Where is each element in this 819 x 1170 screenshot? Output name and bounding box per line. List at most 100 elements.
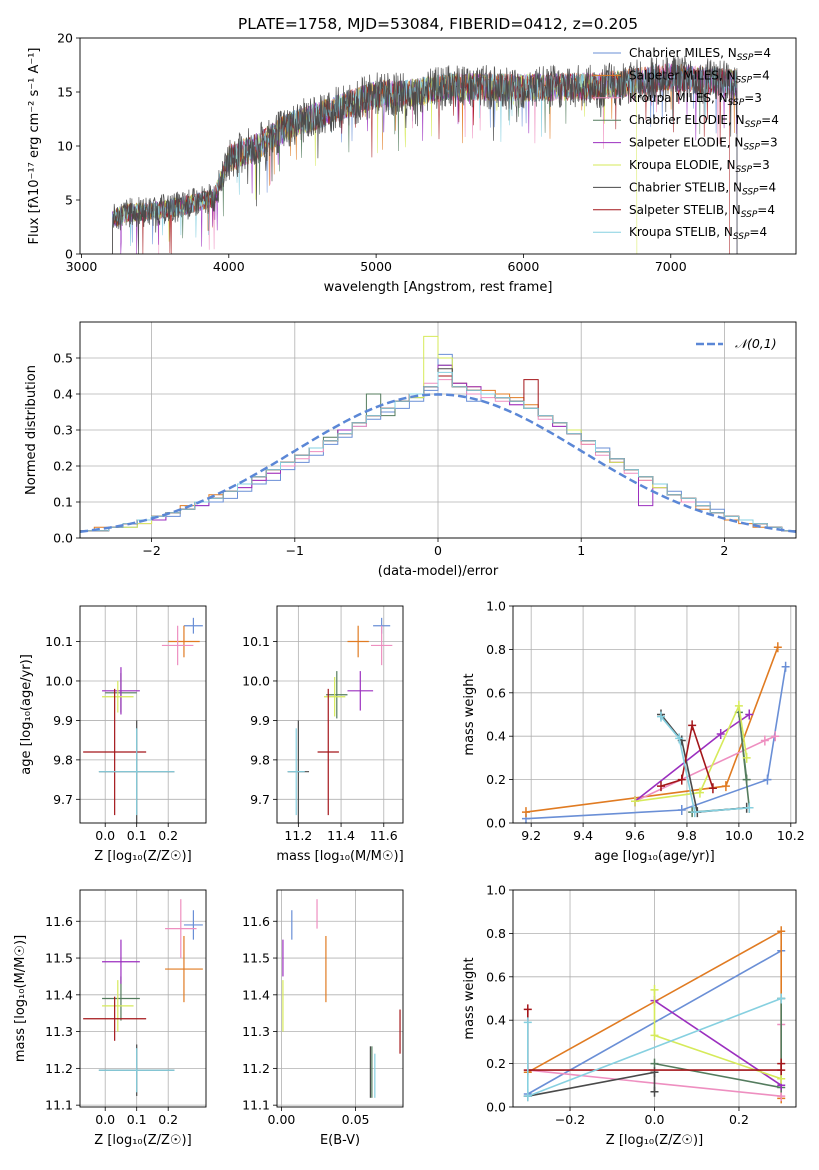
x-tick-label: 0.0 [95,1112,115,1127]
x-tick-label: 0.2 [158,1112,178,1127]
y-tick-label: 0 [65,247,73,262]
y-tick-label: 15 [57,85,73,100]
figure-title: PLATE=1758, MJD=53084, FIBERID=0412, z=0… [238,15,638,33]
weight-point-marker [650,984,659,995]
x-tick-label: 0.05 [342,1112,370,1127]
legend-label: 𝒩(0,1) [735,336,777,351]
x-tick-label: 0.00 [268,1112,296,1127]
weight-point-marker [777,993,786,1004]
y-tick-label: 10 [57,139,73,154]
x-tick-label: 9.4 [573,828,593,843]
legend-label: Kroupa ELODIE, NSSP=3 [629,158,770,175]
x-axis-label: Z [log₁₀(Z/Z☉)] [94,849,191,864]
weight-series-line [660,722,714,789]
y-tick-label: 0.3 [53,423,73,438]
axes-frame [276,889,404,1108]
weight-vs-Z-chart: −0.2 0.0 0.2 0.0 0.2 0.4 0.6 0.8 1.0 Z [log₁₀(Z/Z… [462,883,797,1148]
y-tick-label: 1.0 [486,599,506,614]
age-vs-Z-chart: 0.0 0.1 0.2 9.7 9.8 9.9 10.0 10.1 Z [log₁₀(Z/Z☉)… [19,605,207,864]
y-tick-label: 0.8 [486,642,506,657]
x-tick-label: 0 [434,543,442,558]
weight-point-marker [771,731,780,742]
weight-point-marker [760,735,769,746]
y-axis-label: Flux [fλ10⁻¹⁷ erg cm⁻² s⁻¹ A⁻¹] [27,48,42,245]
x-tick-label: −1 [286,543,304,558]
legend-label: Chabrier ELODIE, NSSP=4 [629,113,779,130]
x-tick-label: 9.6 [625,828,645,843]
legend-label: Salpeter MILES, NSSP=4 [629,68,770,85]
x-tick-label: 0.0 [95,828,115,843]
weight-point-marker [631,796,640,807]
x-tick-label: 3000 [66,259,98,274]
weight-point-marker [742,752,751,763]
y-tick-label: 0.4 [53,387,73,402]
x-axis-label: wavelength [Angstrom, rest frame] [324,280,553,295]
x-axis-label: Z [log₁₀(Z/Z☉)] [606,1133,703,1148]
weight-series-line [653,989,782,1080]
axes-frame [512,605,797,824]
y-tick-label: 11.5 [242,951,270,966]
spectrum-series-line [112,55,738,254]
y-tick-label: 9.9 [53,713,73,728]
x-tick-label: 9.2 [521,828,541,843]
x-tick-label: 0.1 [127,828,147,843]
y-tick-label: 0.6 [486,685,506,700]
weight-vs-age-chart: 9.2 9.4 9.6 9.8 10.0 10.2 0.0 0.2 0.4 0.6 0.8 1.0 ag… [462,599,805,865]
x-tick-label: 11.2 [284,828,312,843]
y-axis-label: mass weight [462,673,477,755]
y-tick-label: 9.7 [53,792,73,807]
weight-point-marker [721,781,730,792]
y-tick-label: 11.4 [45,987,73,1002]
weight-point-marker [656,711,665,722]
x-tick-label: 10.0 [725,828,753,843]
y-tick-label: 0.6 [486,969,506,984]
weight-series-line [634,702,748,803]
weight-point-marker [777,1058,786,1069]
y-tick-label: 0.2 [486,1056,506,1071]
axes-frame [512,889,797,1108]
x-axis-label: mass [log₁₀(M/M☉)] [276,849,403,864]
y-tick-label: 0.5 [53,351,73,366]
y-tick-label: 0.4 [486,1013,506,1028]
histogram-series [79,353,796,538]
y-tick-label: 11.6 [242,914,270,929]
x-tick-label: 6000 [508,259,540,274]
weight-point-marker [745,802,754,813]
y-tick-label: 11.2 [242,1061,270,1076]
y-tick-label: 9.8 [53,752,73,767]
weight-series-line [525,666,787,820]
y-tick-label: 11.2 [45,1061,73,1076]
y-tick-label: 9.7 [250,792,270,807]
y-tick-label: 11.1 [45,1098,73,1113]
x-tick-label: 11.4 [327,828,355,843]
axes-frame [79,605,207,824]
x-tick-label: −0.2 [555,1112,585,1127]
mass-vs-Z-chart: 0.0 0.1 0.2 11.1 11.2 11.3 11.4 11.5 11.6 Z [log₁… [13,889,207,1148]
y-tick-label: 11.6 [45,914,73,929]
weight-point-marker [734,700,743,711]
weight-point-marker [745,709,754,720]
x-tick-label: 0.1 [127,1112,147,1127]
weight-point-marker [777,1091,786,1102]
x-tick-label: −2 [142,543,160,558]
x-tick-label: 7000 [655,259,687,274]
weight-point-marker [742,774,751,785]
y-tick-label: 0.0 [486,1100,506,1115]
normal-curve [79,393,797,533]
weight-point-marker [677,774,686,785]
weight-point-marker [656,781,665,792]
axes-frame [276,605,404,824]
y-tick-label: 1.0 [486,883,506,898]
y-axis-label: mass [log₁₀(M/M☉)] [13,935,28,1062]
y-tick-label: 0.4 [486,729,506,744]
x-tick-label: 9.8 [677,828,697,843]
weight-point-marker [677,804,686,815]
y-tick-label: 11.5 [45,951,73,966]
weight-point-marker [521,807,530,818]
spectrum-chart: 3000 4000 5000 6000 7000 0 5 10 15 20 wavelength [… [27,31,797,295]
residuals-chart: −2 −1 0 1 2 0.0 0.1 0.2 0.3 0.4 0.5 (data-model)/er… [24,321,797,579]
weight-point-marker [763,774,772,785]
weight-point-marker [695,787,704,798]
y-tick-label: 10.0 [45,673,73,688]
